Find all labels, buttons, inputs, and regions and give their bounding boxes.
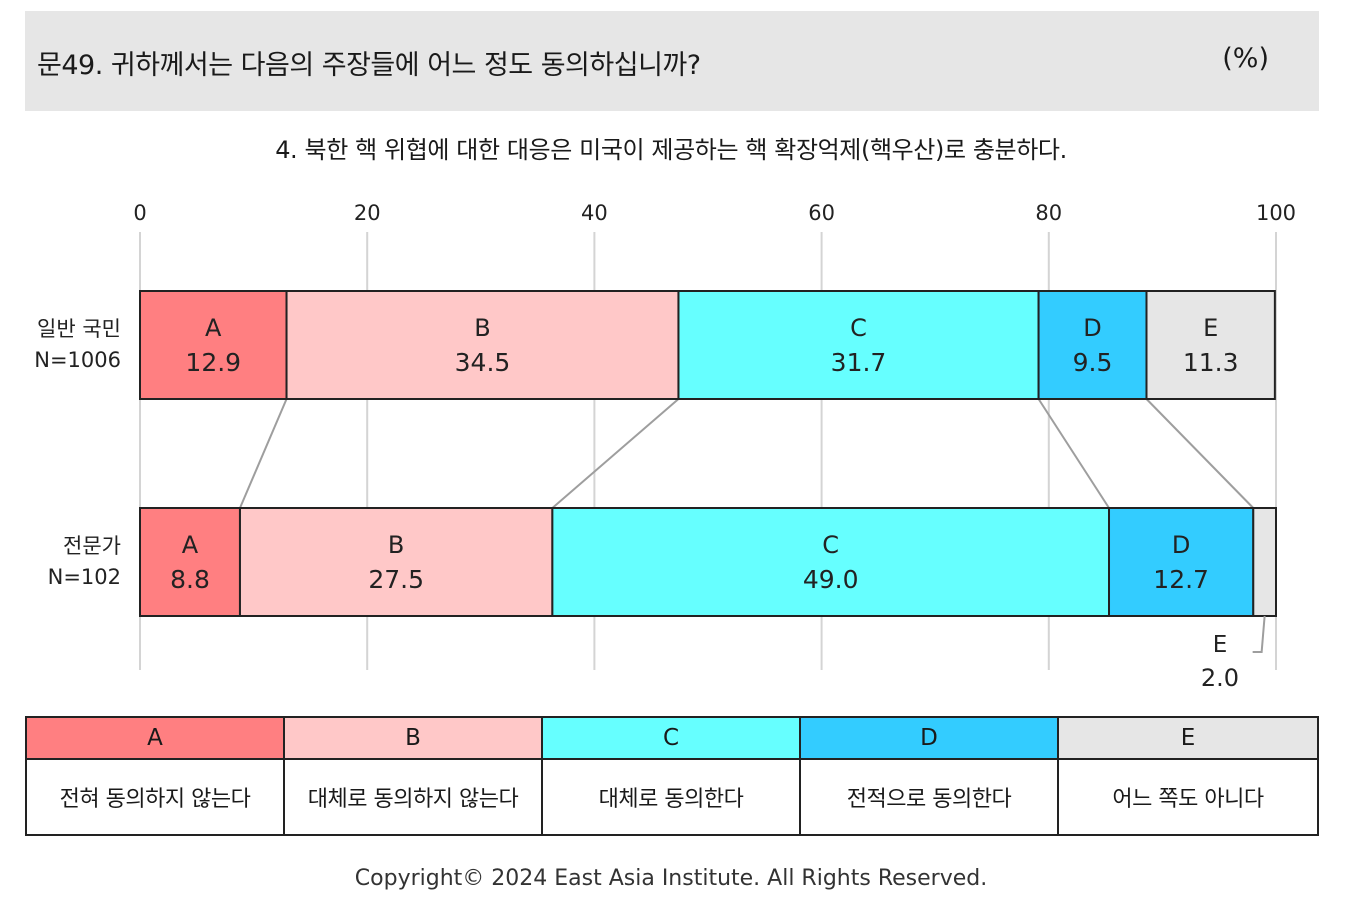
legend-key-e: E (1059, 718, 1317, 760)
question-header: 문49. 귀하께서는 다음의 주장들에 어느 정도 동의하십니까? (%) (25, 11, 1319, 111)
data-label-e-2: 2.0 (1201, 664, 1239, 690)
x-tick-label-100: 100 (1256, 201, 1296, 225)
unit-label: (%) (1222, 43, 1269, 74)
legend-column-a: A 전혀 동의하지 않는다 (27, 718, 285, 834)
stacked-bar-chart: 0 20 40 60 80 100 A 12.9 B 34.5 C 31.7 D 9.5 E 11.3 일반 국… (34, 201, 1296, 690)
legend-key-a: A (27, 718, 283, 760)
x-tick-label-40: 40 (581, 201, 608, 225)
segment-key-label-d-2: D (1172, 531, 1190, 559)
legend-key-b: B (285, 718, 541, 760)
legend-desc-a: 전혀 동의하지 않는다 (59, 787, 251, 812)
data-label-b-2: 27.5 (368, 565, 424, 594)
bar-segment-e-2 (1252, 507, 1278, 617)
segment-key-label-b-2: B (388, 531, 404, 559)
bar-segment-c-2 (551, 507, 1111, 617)
bar-segment-d-2 (1108, 507, 1255, 617)
legend-table: A 전혀 동의하지 않는다 B 대체로 동의하지 않는다 C 대체로 동의한다 … (25, 716, 1319, 836)
segment-key-label-c-2: C (822, 531, 839, 559)
segment-key-label-a-2: A (182, 531, 199, 559)
segment-key-label-e-2: E (1213, 632, 1228, 658)
legend-desc-c: 대체로 동의한다 (598, 787, 744, 812)
legend-desc-b: 대체로 동의하지 않는다 (307, 787, 519, 812)
callout-line-e (1252, 615, 1266, 653)
data-label-b-1: 34.5 (455, 348, 511, 377)
legend-desc-e: 어느 쪽도 아니다 (1112, 787, 1264, 812)
data-label-c-1: 31.7 (831, 348, 887, 377)
connector-line-b (551, 398, 680, 509)
bar-segment-b-2 (238, 507, 554, 617)
question-title: 문49. 귀하께서는 다음의 주장들에 어느 정도 동의하십니까? (37, 50, 701, 81)
legend-column-c: C 대체로 동의한다 (543, 718, 801, 834)
bar-segment-d-1 (1037, 290, 1148, 400)
legend-desc-d: 전적으로 동의한다 (846, 787, 1012, 812)
connector-line-d (1145, 398, 1254, 509)
x-tick-label-0: 0 (133, 201, 146, 225)
connector-line-a (239, 398, 288, 509)
connector-line-c (1037, 398, 1110, 509)
chart-subtitle: 4. 북한 핵 위협에 대한 대응은 미국이 제공하는 핵 확장억제(핵우산)로… (275, 136, 1067, 164)
legend-column-e: E 어느 쪽도 아니다 (1059, 718, 1317, 834)
data-label-e-1: 11.3 (1183, 348, 1239, 377)
category-label-1: 일반 국민 (37, 317, 121, 341)
segment-key-label-e-1: E (1203, 314, 1218, 342)
segment-key-label-d-1: D (1083, 314, 1101, 342)
bar-segment-e-1 (1145, 290, 1276, 400)
category-label-2: 전문가 (63, 534, 121, 558)
category-sample-size-2: N=102 (48, 565, 121, 589)
copyright-footer: Copyright© 2024 East Asia Institute. All… (354, 866, 988, 891)
data-label-d-1: 9.5 (1073, 348, 1113, 377)
bar-segment-b-1 (285, 290, 680, 400)
legend-column-d: D 전적으로 동의한다 (801, 718, 1059, 834)
x-tick-label-60: 60 (808, 201, 835, 225)
segment-key-label-a-1: A (205, 314, 222, 342)
data-label-d-2: 12.7 (1153, 565, 1209, 594)
x-tick-label-80: 80 (1035, 201, 1062, 225)
legend-key-c: C (543, 718, 799, 760)
x-tick-label-20: 20 (354, 201, 381, 225)
category-sample-size-1: N=1006 (34, 348, 121, 372)
data-label-c-2: 49.0 (803, 565, 859, 594)
bar-segment-a-1 (139, 290, 288, 400)
bar-segment-c-1 (677, 290, 1040, 400)
legend-key-d: D (801, 718, 1057, 760)
legend-column-b: B 대체로 동의하지 않는다 (285, 718, 543, 834)
data-label-a-2: 8.8 (170, 565, 210, 594)
data-label-a-1: 12.9 (185, 348, 241, 377)
segment-key-label-c-1: C (850, 314, 867, 342)
bar-segment-a-2 (139, 507, 241, 617)
segment-key-label-b-1: B (474, 314, 490, 342)
